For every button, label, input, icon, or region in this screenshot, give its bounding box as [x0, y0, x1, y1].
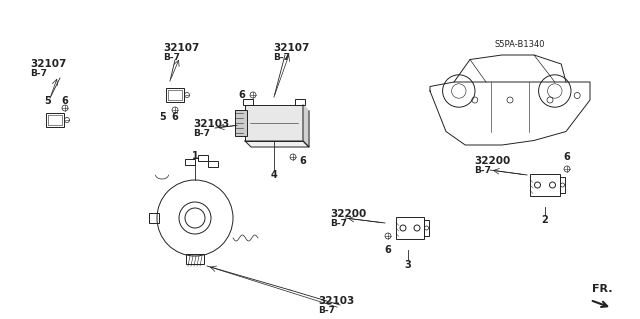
Text: 3: 3 — [404, 260, 412, 270]
Text: FR.: FR. — [592, 284, 612, 294]
Bar — [46, 113, 64, 127]
Bar — [396, 217, 424, 239]
Bar — [198, 155, 208, 161]
Text: 4: 4 — [271, 170, 277, 180]
Text: 32107: 32107 — [273, 43, 309, 53]
Text: 32107: 32107 — [163, 43, 200, 53]
Bar — [243, 99, 253, 105]
Text: 5: 5 — [45, 96, 51, 106]
Bar — [235, 110, 247, 136]
Bar — [560, 177, 565, 193]
Text: S5PA-B1340: S5PA-B1340 — [495, 40, 545, 49]
Bar — [295, 99, 305, 105]
Text: 6: 6 — [564, 152, 570, 162]
Text: 32103: 32103 — [318, 296, 355, 306]
Bar — [185, 159, 195, 165]
Text: B-7: B-7 — [193, 129, 210, 138]
Text: 2: 2 — [541, 215, 548, 225]
Bar — [530, 174, 560, 196]
Text: B-7: B-7 — [318, 306, 335, 315]
Polygon shape — [245, 141, 309, 147]
Bar — [48, 115, 62, 125]
Bar — [186, 254, 204, 264]
Text: 32200: 32200 — [330, 209, 366, 219]
Text: 32107: 32107 — [30, 59, 67, 69]
Text: 32200: 32200 — [474, 156, 510, 166]
Text: 6: 6 — [300, 156, 307, 166]
Text: B-7: B-7 — [474, 166, 491, 175]
Text: B-7: B-7 — [30, 69, 47, 78]
Text: 5: 5 — [159, 112, 166, 122]
Text: 6: 6 — [172, 112, 179, 122]
Bar — [166, 88, 184, 102]
Text: 1: 1 — [191, 151, 198, 161]
Text: B-7: B-7 — [163, 53, 180, 62]
Bar — [208, 161, 218, 167]
Text: B-7: B-7 — [330, 219, 347, 228]
Bar — [168, 90, 182, 100]
Bar — [245, 105, 303, 141]
Text: 6: 6 — [239, 90, 245, 100]
Polygon shape — [303, 105, 309, 147]
Text: B-7: B-7 — [273, 53, 290, 62]
Text: 32103: 32103 — [193, 119, 229, 129]
Text: 6: 6 — [61, 96, 68, 106]
Text: 6: 6 — [385, 245, 392, 255]
Bar — [149, 213, 159, 223]
Bar — [424, 220, 429, 236]
